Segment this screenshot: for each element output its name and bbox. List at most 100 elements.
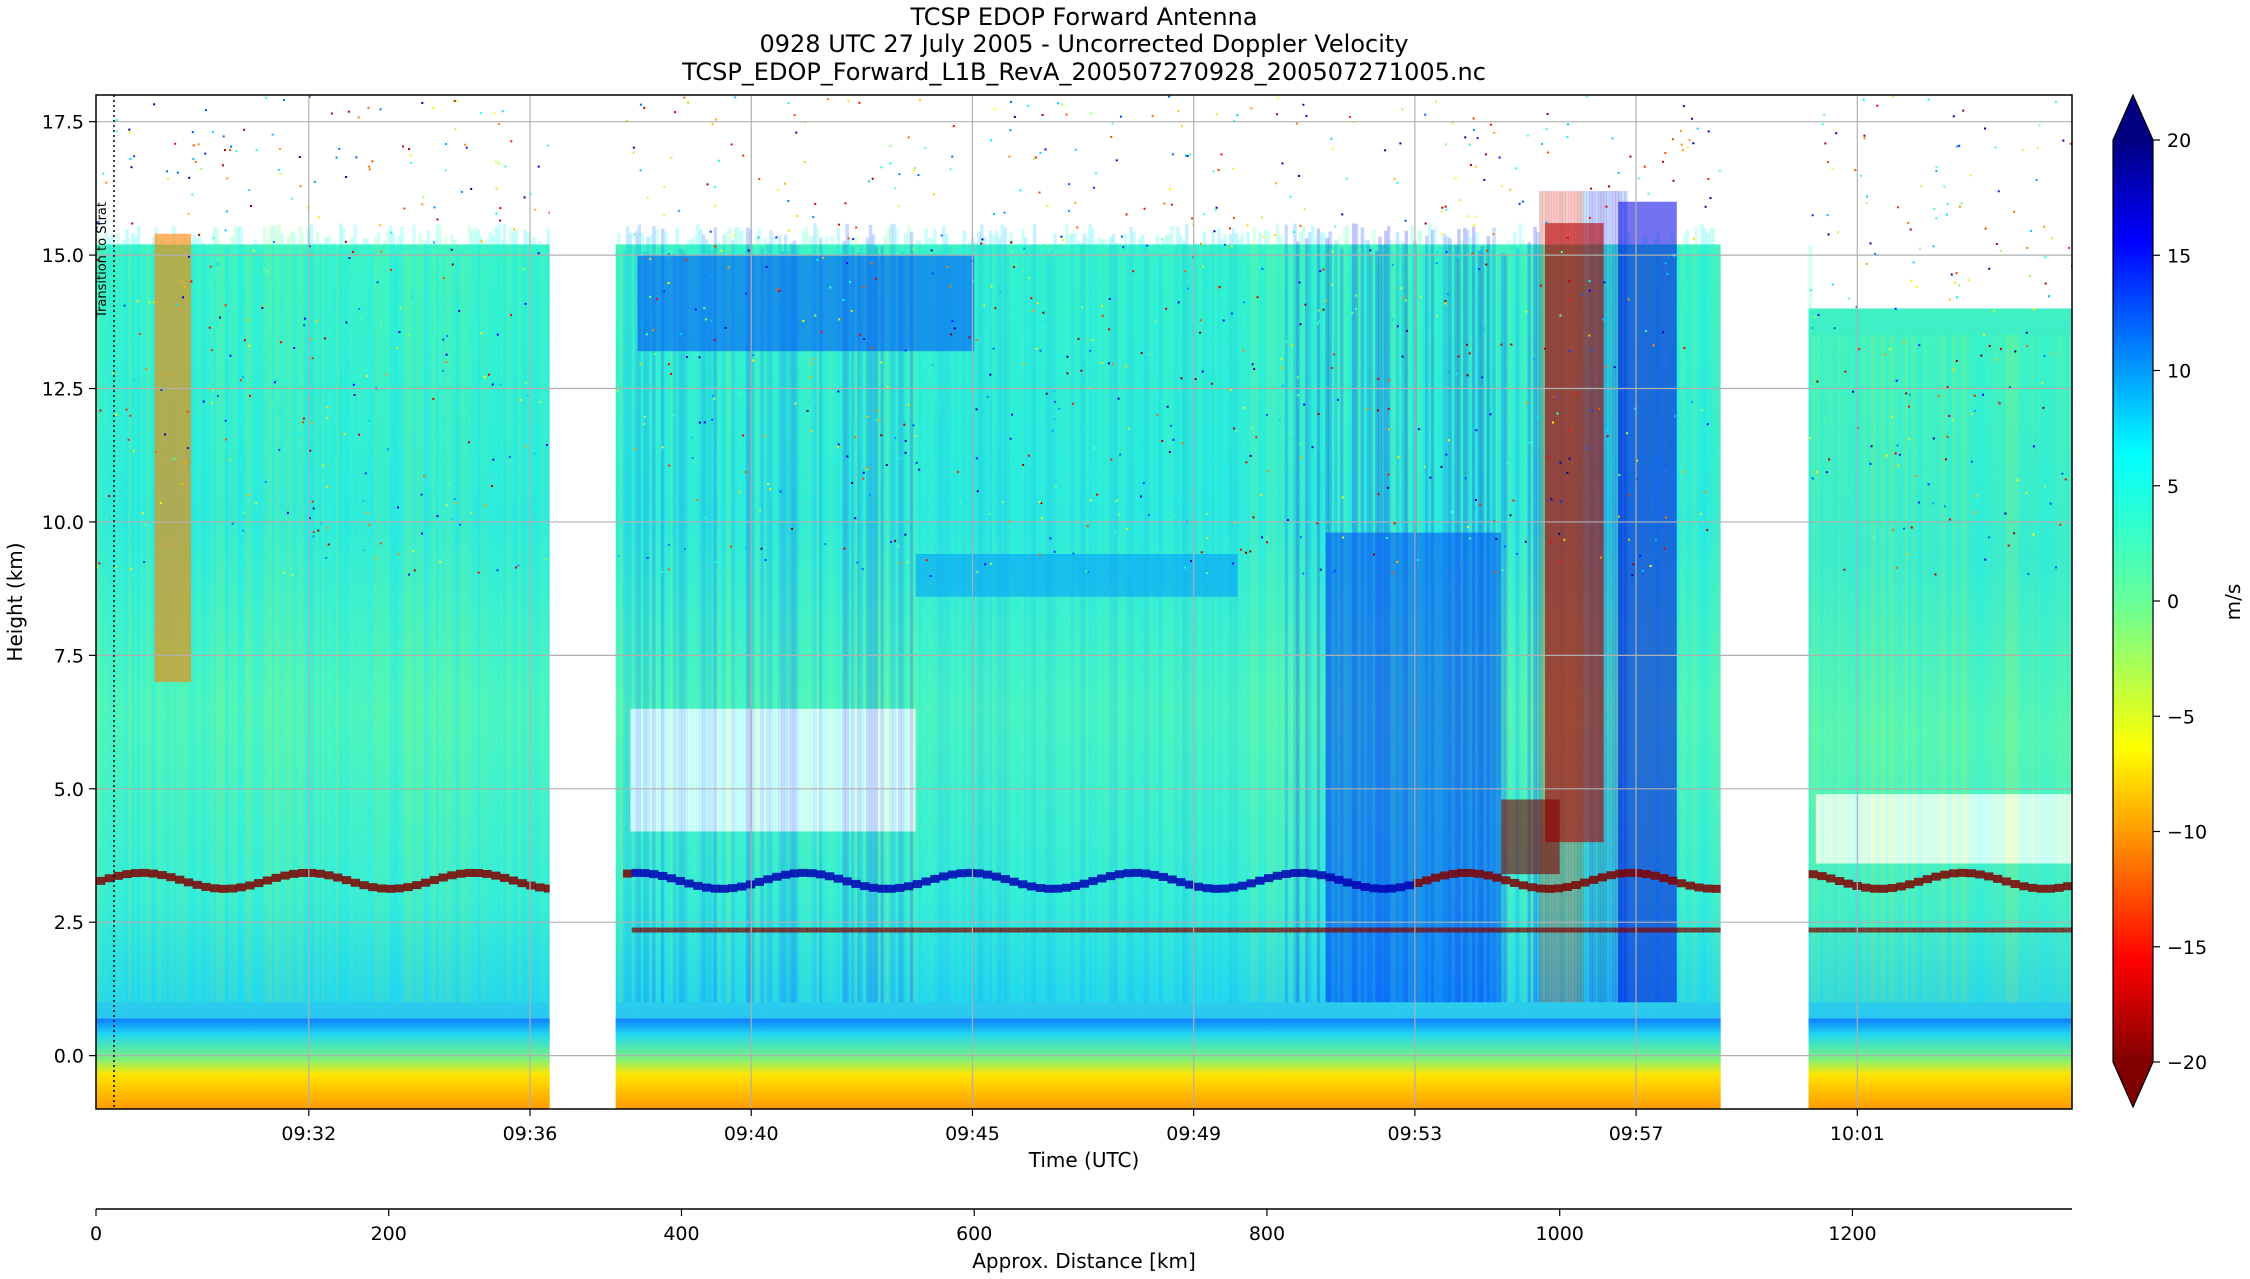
- noise-point: [1498, 156, 1501, 159]
- noise-point: [894, 187, 897, 190]
- bright-band: [543, 884, 554, 893]
- noise-point: [397, 553, 400, 556]
- noise-point: [1009, 437, 1012, 440]
- noise-point: [837, 223, 840, 226]
- noise-point: [1973, 394, 1976, 397]
- noise-point: [1189, 153, 1192, 156]
- velocity-streak: [271, 225, 276, 1003]
- bright-band: [921, 927, 931, 933]
- noise-point: [1870, 445, 1873, 448]
- noise-point: [1876, 104, 1879, 107]
- bright-band: [974, 927, 984, 933]
- noise-point: [2032, 445, 2035, 448]
- noise-point: [1503, 545, 1506, 548]
- velocity-streak: [1158, 253, 1163, 1003]
- velocity-streak: [286, 237, 290, 1003]
- velocity-streak: [403, 250, 407, 1003]
- bright-band: [2019, 927, 2029, 933]
- noise-point: [1320, 545, 1323, 548]
- noise-point: [1470, 163, 1473, 166]
- bright-band: [1606, 927, 1616, 933]
- velocity-streak: [1041, 242, 1045, 1003]
- noise-point: [1280, 357, 1283, 360]
- noise-point: [703, 421, 706, 424]
- velocity-streak: [634, 231, 639, 1003]
- noise-point: [480, 332, 483, 335]
- velocity-streak: [1960, 335, 1965, 1003]
- velocity-streak: [628, 232, 633, 1003]
- velocity-streak: [833, 253, 838, 1003]
- velocity-streak: [423, 241, 428, 1003]
- noise-point: [1908, 405, 1911, 408]
- noise-point: [1672, 138, 1675, 141]
- noise-point: [769, 488, 772, 491]
- noise-point: [1108, 328, 1111, 331]
- noise-point: [854, 435, 857, 438]
- noise-point: [993, 213, 996, 216]
- bright-band: [1272, 927, 1283, 933]
- bright-band: [895, 883, 905, 892]
- velocity-streak: [1190, 251, 1195, 1003]
- noise-point: [326, 406, 329, 409]
- velocity-streak: [1023, 236, 1028, 1003]
- velocity-streak: [292, 232, 296, 1003]
- bright-band: [851, 879, 861, 888]
- velocity-cell: [1325, 532, 1502, 1003]
- noise-point: [1894, 307, 1897, 310]
- noise-point: [1302, 572, 1305, 575]
- velocity-streak: [1612, 191, 1616, 1003]
- velocity-streak: [300, 233, 305, 1003]
- velocity-streak: [2045, 335, 2050, 1003]
- noise-point: [1030, 297, 1033, 300]
- noise-point: [1393, 522, 1396, 525]
- noise-point: [677, 209, 680, 212]
- noise-point: [671, 528, 674, 531]
- velocity-streak: [1275, 223, 1280, 1003]
- velocity-streak: [898, 254, 902, 1003]
- bright-band: [1018, 880, 1028, 889]
- noise-point: [1869, 462, 1872, 465]
- noise-point: [1256, 296, 1259, 299]
- velocity-streak: [482, 242, 486, 1003]
- noise-point: [795, 131, 798, 134]
- noise-point: [224, 304, 227, 307]
- noise-point: [245, 318, 248, 321]
- noise-point: [197, 143, 200, 146]
- noise-point: [1704, 490, 1707, 493]
- noise-point: [1089, 349, 1092, 352]
- noise-point: [765, 265, 768, 268]
- noise-point: [1148, 514, 1151, 517]
- noise-point: [710, 319, 713, 322]
- velocity-streak: [1896, 335, 1900, 1003]
- noise-point: [1293, 231, 1296, 234]
- bright-band: [1870, 884, 1880, 893]
- bright-band: [517, 879, 527, 888]
- velocity-streak: [2039, 335, 2044, 1003]
- noise-point: [1908, 438, 1911, 441]
- velocity-streak: [728, 227, 732, 1003]
- bright-band: [1457, 927, 1467, 933]
- noise-point: [1566, 471, 1569, 474]
- noise-point: [433, 206, 436, 209]
- velocity-streak: [836, 228, 841, 1003]
- noise-point: [176, 171, 179, 174]
- bright-band: [1281, 927, 1291, 933]
- noise-point: [408, 573, 411, 576]
- noise-point: [1664, 516, 1667, 519]
- velocity-streak: [242, 246, 246, 1003]
- velocity-streak: [915, 240, 920, 1003]
- velocity-streak: [918, 240, 923, 1003]
- noise-point: [1228, 227, 1231, 230]
- noise-point: [1214, 209, 1217, 212]
- noise-point: [1874, 253, 1877, 256]
- noise-point: [255, 149, 258, 152]
- noise-point: [1331, 367, 1334, 370]
- velocity-streak: [1079, 242, 1084, 1003]
- velocity-streak: [1322, 232, 1327, 1003]
- bright-band: [210, 884, 220, 893]
- noise-point: [1943, 505, 1946, 508]
- noise-point: [1298, 281, 1301, 284]
- noise-point: [2044, 282, 2047, 285]
- noise-point: [1568, 280, 1571, 283]
- noise-point: [843, 547, 846, 550]
